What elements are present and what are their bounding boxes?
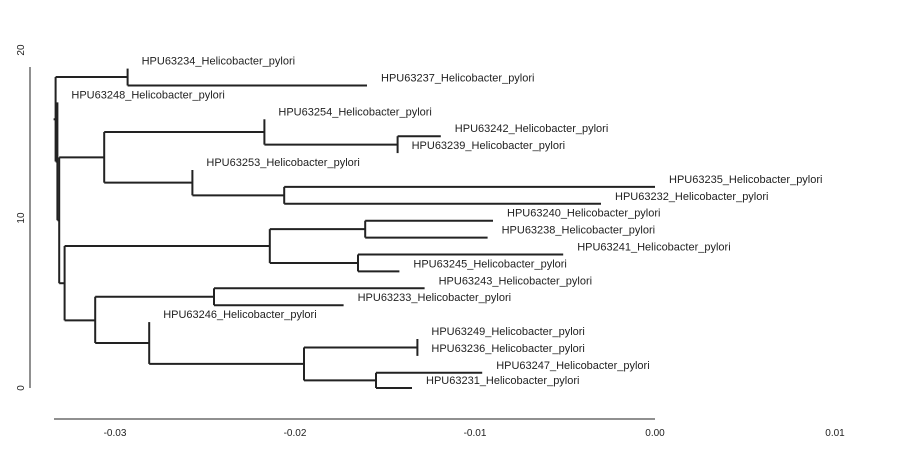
leaf-label: HPU63249_Helicobacter_pylori	[431, 326, 584, 338]
leaf-label: HPU63254_Helicobacter_pylori	[278, 106, 431, 118]
leaf-label: HPU63231_Helicobacter_pylori	[426, 375, 579, 387]
leaf-label: HPU63242_Helicobacter_pylori	[455, 123, 608, 135]
tree-branches	[53, 68, 655, 389]
leaf-label: HPU63239_Helicobacter_pylori	[412, 140, 565, 152]
y-tick-label: 20	[16, 44, 27, 56]
x-tick-label: 0.01	[825, 428, 845, 439]
x-tick-label: -0.01	[464, 428, 487, 439]
y-tick-label: 0	[16, 385, 27, 391]
leaf-label: HPU63248_Helicobacter_pylori	[71, 89, 224, 101]
leaf-label: HPU63237_Helicobacter_pylori	[381, 72, 534, 84]
y-tick-label: 10	[16, 212, 27, 224]
leaf-label: HPU63233_Helicobacter_pylori	[358, 292, 511, 304]
leaf-label: HPU63238_Helicobacter_pylori	[502, 225, 655, 237]
leaf-label: HPU63236_Helicobacter_pylori	[431, 343, 584, 355]
leaf-label: HPU63247_Helicobacter_pylori	[496, 360, 649, 372]
leaf-label: HPU63235_Helicobacter_pylori	[669, 174, 822, 186]
leaf-label: HPU63245_Helicobacter_pylori	[413, 258, 566, 270]
leaf-label: HPU63243_Helicobacter_pylori	[439, 275, 592, 287]
y-axis: 0 10 20	[16, 44, 31, 391]
x-axis: -0.03 -0.02 -0.01 0.00 0.01	[54, 418, 845, 439]
leaf-label: HPU63253_Helicobacter_pylori	[206, 157, 359, 169]
x-tick-label: 0.00	[645, 428, 665, 439]
leaf-labels: HPU63234_Helicobacter_pylori HPU63237_Hel…	[71, 56, 822, 387]
leaf-label: HPU63234_Helicobacter_pylori	[142, 56, 295, 68]
leaf-label: HPU63241_Helicobacter_pylori	[577, 241, 730, 253]
leaf-label: HPU63246_Helicobacter_pylori	[163, 309, 316, 321]
x-tick-label: -0.02	[284, 428, 307, 439]
leaf-label: HPU63240_Helicobacter_pylori	[507, 208, 660, 220]
x-tick-label: -0.03	[104, 428, 127, 439]
leaf-label: HPU63232_Helicobacter_pylori	[615, 191, 768, 203]
